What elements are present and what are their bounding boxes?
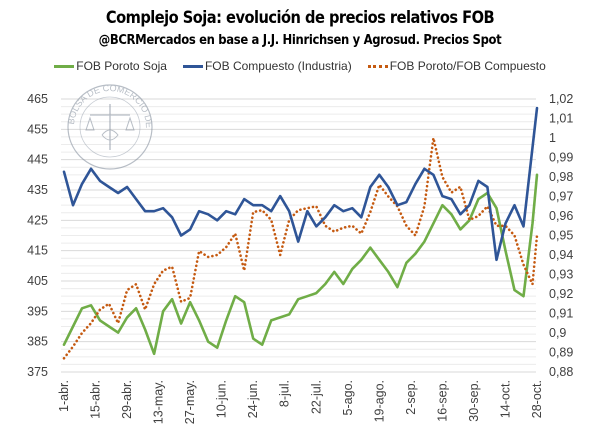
legend-label: FOB Compuesto (Industria) [204,59,352,73]
y-axis-right: 0,88 0,89 0,9 0,91 0,92 0,93 0,94 0,95 0,96 0,97 0… [549,92,573,379]
y-left-tick-label: 435 [27,183,48,197]
watermark-seal: BOLSA DE COMERCIO DE ROSARIO [0,0,154,170]
x-tick-label: 5-ago. [341,380,355,415]
x-tick-label: 27-may. [183,380,197,424]
legend-swatch-green [54,64,75,68]
legend-swatch-orange [367,64,388,68]
x-tick-label: 19-ago. [372,380,386,422]
y-left-tick-label: 395 [27,304,48,318]
x-tick-label: 22-jul. [309,380,323,414]
y-left-tick-label: 405 [27,274,48,288]
y-right-tick-label: 0,96 [549,209,573,223]
legend: FOB Poroto Soja FOB Compuesto (Industria… [0,59,600,73]
y-right-tick-label: 0,88 [549,365,573,379]
x-tick-label: 28-oct. [530,380,544,418]
y-left-tick-label: 465 [27,92,48,106]
y-right-tick-label: 1,02 [549,92,573,106]
y-left-tick-label: 455 [27,122,48,136]
legend-item-compuesto: FOB Compuesto (Industria) [182,59,352,73]
x-tick-label: 30-sep. [467,380,481,422]
series-line-ratio [62,136,539,360]
x-tick-label: 24-jun. [246,380,260,418]
series-line-poroto [62,173,539,356]
x-tick-label: 29-abr. [120,380,134,419]
y-left-tick-label: 425 [27,213,48,227]
x-tick-label: 16-sep. [435,380,449,422]
x-tick-label: 15-abr. [89,380,103,419]
legend-item-ratio: FOB Poroto/FOB Compuesto [367,59,546,73]
y-left-tick-label: 385 [27,335,48,349]
y-right-tick-label: 0,92 [549,287,573,301]
legend-label: FOB Poroto/FOB Compuesto [389,59,546,73]
watermark-text: BOLSA DE COMERCIO DE ROSARIO [0,0,154,128]
gridlines [61,98,536,373]
chart-subtitle: @BCRMercados en base a J.J. Hinrichsen y… [98,32,502,48]
y-right-tick-label: 0,99 [549,151,573,165]
legend-swatch-blue [182,64,203,68]
y-right-tick-label: 0,93 [549,268,573,282]
y-right-tick-label: 0,89 [549,346,573,360]
x-tick-label: 1-abr. [57,380,71,412]
y-right-tick-label: 1,01 [549,112,573,126]
series-lines [62,106,539,360]
x-axis: 1-abr. 15-abr. 29-abr. 13-may. 27-may. 10-jun… [57,380,544,424]
y-right-tick-label: 0,98 [549,170,573,184]
x-tick-label: 10-jun. [215,380,229,418]
x-tick-label: 2-sep. [404,380,418,415]
y-right-tick-label: 0,97 [549,190,573,204]
y-left-tick-label: 445 [27,153,48,167]
svg-text:BOLSA DE COMERCIO DE ROSARIO: BOLSA DE COMERCIO DE ROSARIO [0,0,154,128]
y-right-tick-label: 1 [549,131,556,145]
legend-label: FOB Poroto Soja [76,59,167,73]
x-tick-label: 14-oct. [498,380,512,418]
y-right-tick-label: 0,95 [549,229,573,243]
y-right-tick-label: 0,94 [549,248,573,262]
chart-title: Complejo Soja: evolución de precios rela… [105,8,495,28]
x-tick-label: 13-may. [152,380,166,424]
x-tick-label: 8-jul. [278,380,292,407]
y-left-tick-label: 375 [27,365,48,379]
y-right-tick-label: 0,9 [549,326,566,340]
y-left-tick-label: 415 [27,244,48,258]
y-right-tick-label: 0,91 [549,307,573,321]
series-line-compuesto [62,106,539,262]
legend-item-poroto: FOB Poroto Soja [54,59,167,73]
y-axis-left: 375 385 395 405 415 425 435 445 455 465 [27,92,48,379]
